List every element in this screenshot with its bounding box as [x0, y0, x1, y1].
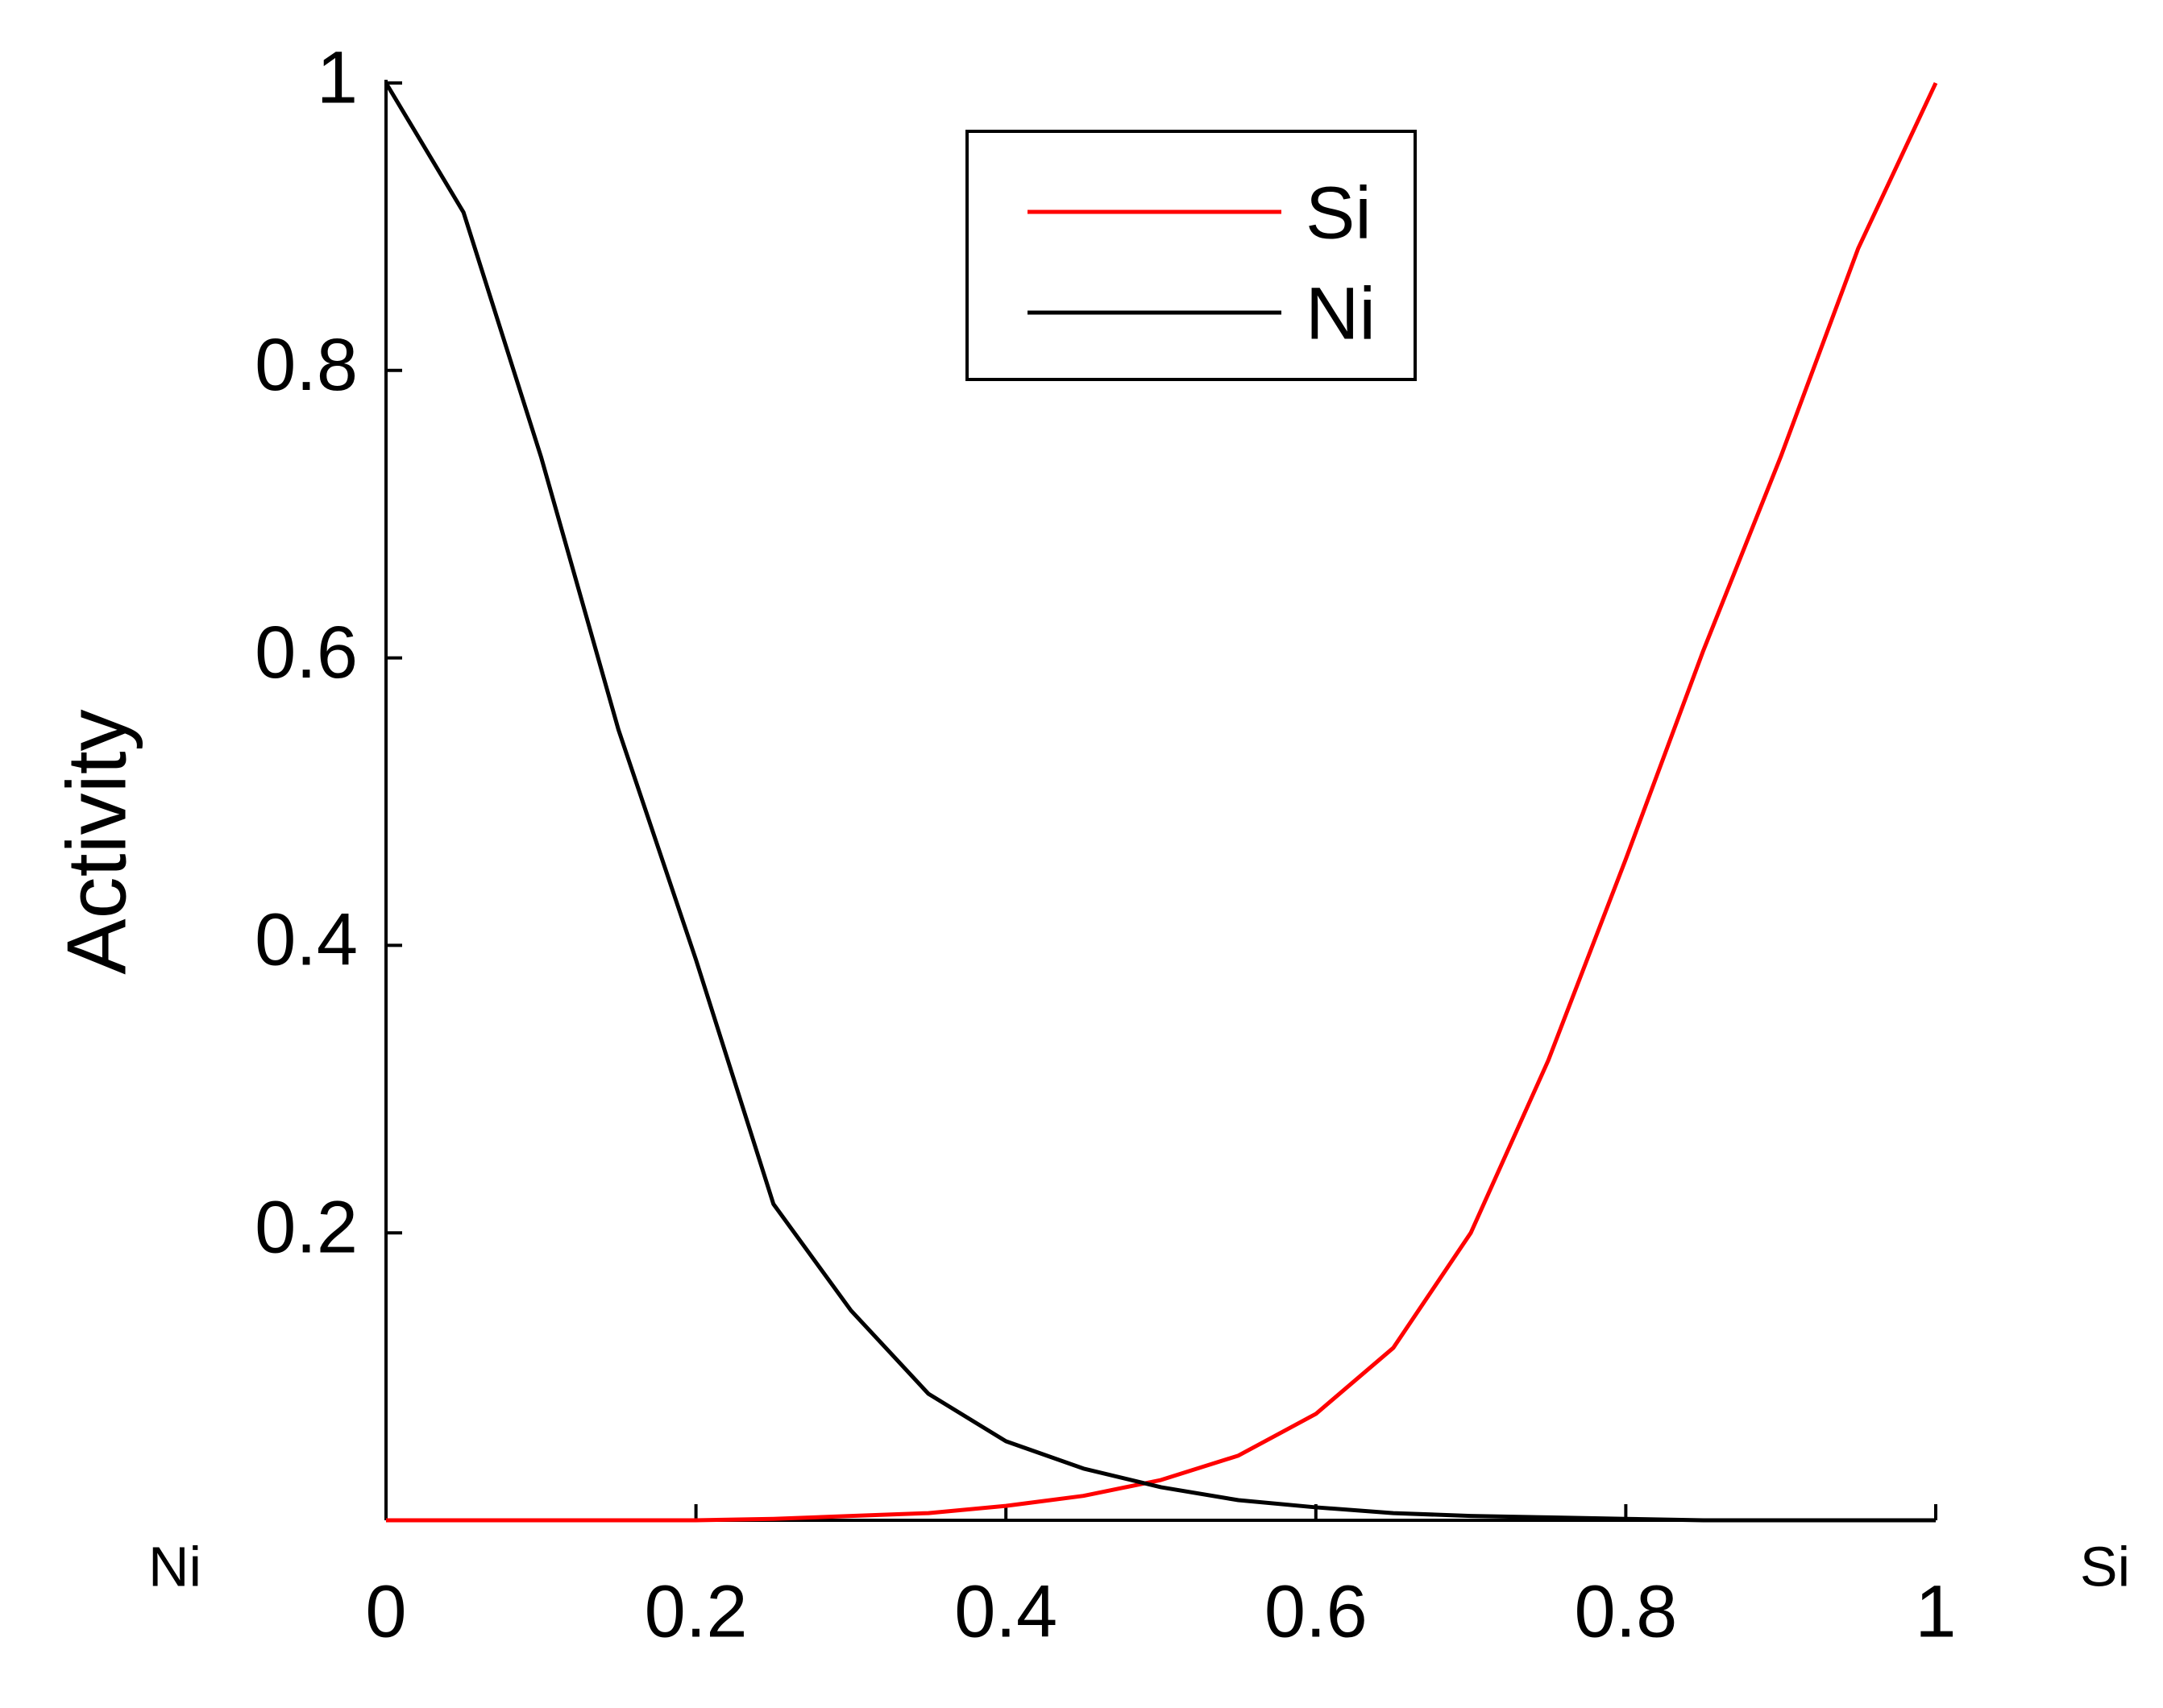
legend-box [965, 130, 1417, 381]
x-tick-label: 0 [365, 1570, 406, 1652]
y-tick-label: 0.2 [255, 1186, 358, 1268]
y-tick-label: 0.6 [255, 611, 358, 694]
line [386, 81, 1938, 1523]
x-tick-label: 1 [1915, 1570, 1956, 1652]
line [384, 81, 1936, 1523]
corner-label: Si [2080, 1535, 2130, 1598]
y-tick-label: 1 [317, 36, 358, 118]
y-tick-label: 0.8 [255, 324, 358, 406]
y-axis-label: Activity [50, 709, 143, 974]
x-tick-label: 0.6 [1264, 1570, 1368, 1652]
x-tick-label: 0.8 [1574, 1570, 1677, 1652]
legend-label: Si [1306, 172, 1372, 254]
x-tick-label: 0.4 [954, 1570, 1057, 1652]
x-tick-label: 0.2 [645, 1570, 748, 1652]
legend-label: Ni [1306, 272, 1376, 354]
y-tick-label: 0.4 [255, 899, 358, 981]
corner-label: Ni [148, 1535, 201, 1598]
